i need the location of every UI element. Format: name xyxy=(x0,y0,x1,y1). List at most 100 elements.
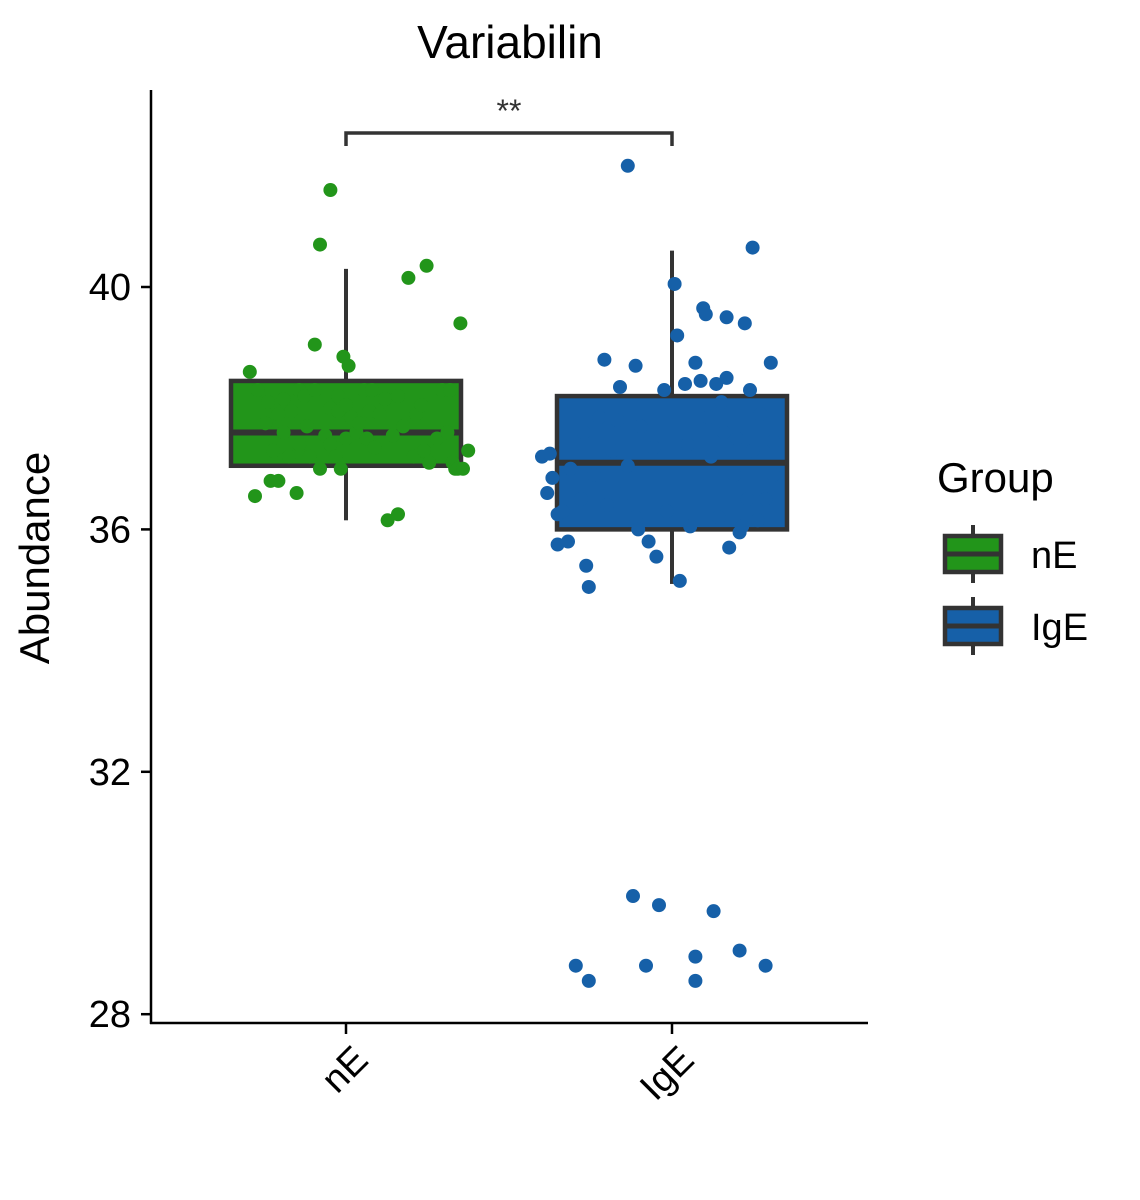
data-point xyxy=(323,183,338,198)
data-point xyxy=(680,437,695,452)
data-point xyxy=(250,383,265,398)
data-point xyxy=(276,392,291,407)
data-point xyxy=(576,425,591,440)
data-point xyxy=(391,389,405,404)
data-point xyxy=(323,437,338,452)
data-point xyxy=(414,398,429,413)
data-point xyxy=(456,461,470,476)
data-point xyxy=(378,392,392,407)
data-point xyxy=(672,573,687,588)
y-tick-label: 36 xyxy=(89,509,131,551)
x-tick-label: nE xyxy=(314,1039,377,1102)
data-point xyxy=(657,383,672,398)
legend-entry-IgE: IgE xyxy=(942,597,1088,655)
y-axis-label: Abundance xyxy=(11,452,58,665)
data-point xyxy=(628,358,643,373)
data-point xyxy=(261,395,275,410)
data-point xyxy=(276,425,291,440)
significance-label: ** xyxy=(497,93,522,129)
legend-entry-nE: nE xyxy=(942,525,1077,583)
data-point xyxy=(297,389,312,404)
data-point xyxy=(258,416,273,431)
data-point xyxy=(365,383,379,398)
data-point xyxy=(631,522,646,537)
data-point xyxy=(581,579,596,594)
data-point xyxy=(652,898,666,913)
data-point xyxy=(706,904,721,919)
data-point xyxy=(242,364,257,379)
data-point xyxy=(766,467,781,482)
data-point xyxy=(717,425,731,440)
data-point xyxy=(704,449,718,464)
data-point xyxy=(453,316,468,331)
data-point xyxy=(641,534,656,549)
data-point xyxy=(406,449,421,464)
data-point xyxy=(579,558,594,573)
data-point xyxy=(592,410,607,425)
data-point xyxy=(753,407,768,422)
data-point xyxy=(649,549,664,564)
data-point xyxy=(605,443,620,458)
data-point xyxy=(740,492,755,507)
data-point xyxy=(727,467,742,482)
x-ticks: nE IgE xyxy=(314,1023,702,1109)
data-point xyxy=(341,358,356,373)
data-point xyxy=(443,383,457,398)
data-point xyxy=(540,486,555,501)
y-tick-label: 32 xyxy=(89,752,131,794)
data-point xyxy=(281,449,296,464)
data-point xyxy=(292,437,307,452)
data-point xyxy=(613,379,627,394)
data-point xyxy=(732,943,747,958)
data-point xyxy=(300,419,314,434)
data-point xyxy=(422,455,437,470)
data-point xyxy=(722,540,737,555)
data-point xyxy=(542,446,557,461)
data-point xyxy=(352,416,366,431)
y-ticks: 28 32 36 40 xyxy=(89,267,151,1036)
data-point xyxy=(620,458,635,473)
data-point xyxy=(766,434,781,449)
data-point xyxy=(331,389,346,404)
data-point xyxy=(561,534,575,549)
data-point xyxy=(639,958,653,973)
data-point xyxy=(709,376,724,391)
data-point xyxy=(688,949,703,964)
legend-label: IgE xyxy=(1031,607,1088,649)
data-point xyxy=(307,337,322,352)
data-point xyxy=(284,404,299,419)
data-point xyxy=(626,889,640,904)
data-point xyxy=(313,237,327,252)
data-point xyxy=(678,376,692,391)
significance-bracket: ** xyxy=(344,93,674,146)
data-point xyxy=(670,328,685,343)
data-point xyxy=(248,489,262,504)
data-point xyxy=(568,958,583,973)
data-point xyxy=(574,492,588,507)
data-point xyxy=(711,510,726,525)
data-point xyxy=(563,461,578,476)
data-point xyxy=(730,431,744,446)
data-point xyxy=(328,449,343,464)
data-point xyxy=(735,519,750,534)
data-point xyxy=(597,352,612,367)
data-point xyxy=(633,419,648,434)
y-tick-label: 40 xyxy=(89,267,131,309)
data-point xyxy=(693,373,708,388)
data-point xyxy=(714,395,729,410)
data-point xyxy=(688,355,703,370)
data-point xyxy=(745,443,760,458)
data-point xyxy=(750,513,765,528)
points-nE xyxy=(242,183,476,528)
data-point xyxy=(701,410,716,425)
data-point xyxy=(618,486,633,501)
data-point xyxy=(271,473,286,488)
data-point xyxy=(688,973,703,988)
data-point xyxy=(659,504,674,519)
data-point xyxy=(391,507,405,522)
data-point xyxy=(417,443,431,458)
data-point xyxy=(610,413,625,428)
data-point xyxy=(461,443,476,458)
legend-entries: nE IgE xyxy=(942,525,1088,655)
legend-title: Group xyxy=(937,454,1054,501)
